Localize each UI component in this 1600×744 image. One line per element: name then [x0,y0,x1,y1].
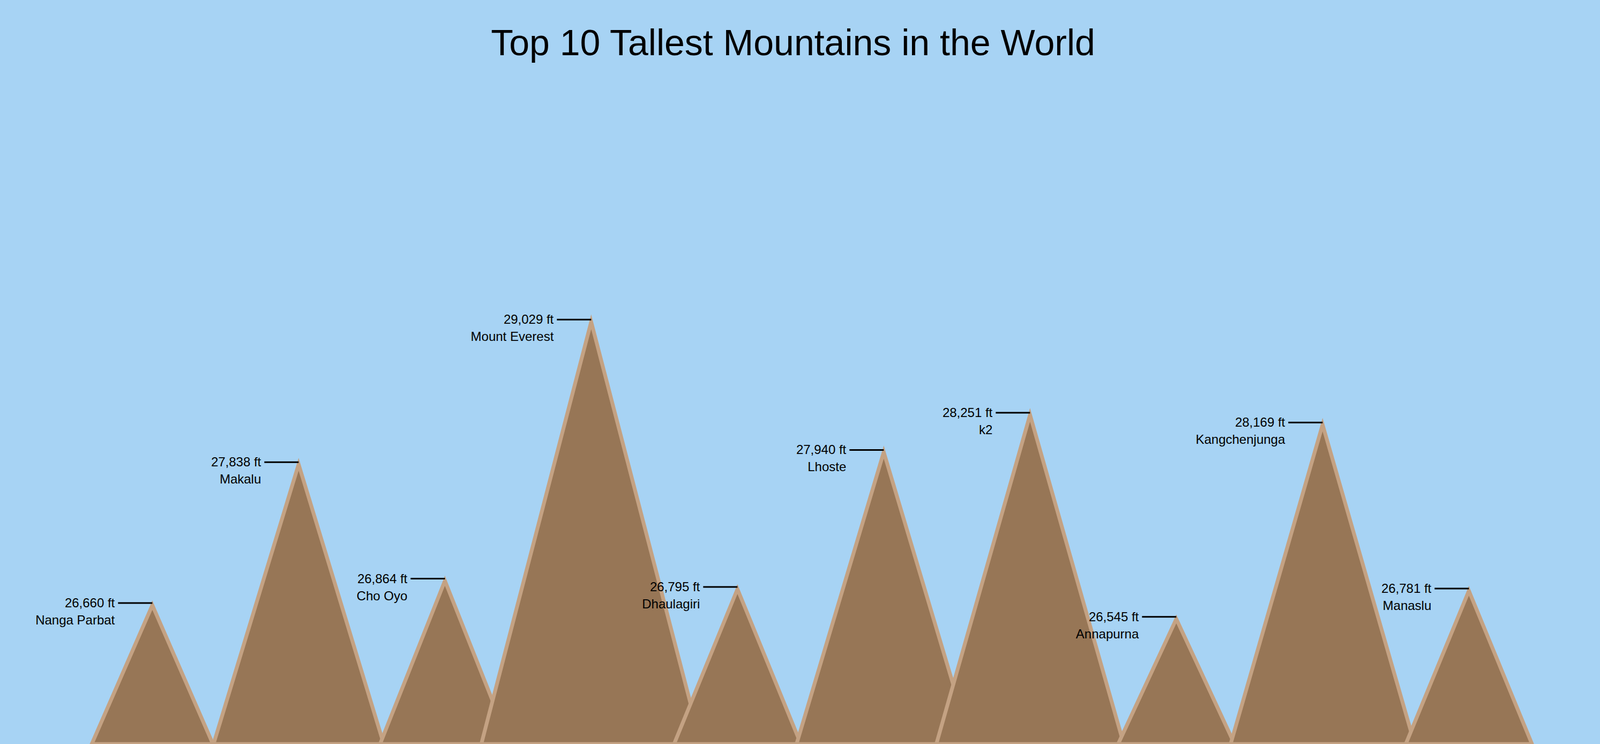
svg-text:26,545 ft: 26,545 ft [1088,609,1140,624]
svg-text:Mount Everest: Mount Everest [470,329,555,344]
svg-text:26,660 ft: 26,660 ft [64,595,116,610]
svg-text:Manaslu: Manaslu [1382,597,1432,613]
svg-text:28,251 ft: 28,251 ft [942,405,993,420]
html-text:Top 10 Tallest Mountains in th: Top 10 Tallest Mountains in the World [490,21,1096,63]
svg-text:Kangchenjunga: Kangchenjunga [1195,431,1285,447]
svg-text:28,169 ft: 28,169 ft [1235,414,1286,430]
svg-text:27,838 ft: 27,838 ft [211,454,262,469]
svg-text:Dhaulagiri: Dhaulagiri [641,596,700,611]
svg-text:26,781 ft: 26,781 ft [1381,580,1432,596]
svg-text:Lhoste: Lhoste [807,459,847,474]
svg-text:27,940 ft: 27,940 ft [796,442,847,457]
svg-text:Cho Oyo: Cho Oyo [356,588,408,603]
svg-text:Nanga Parbat: Nanga Parbat [35,612,115,627]
svg-text:Makalu: Makalu [219,471,261,487]
svg-text:29,029 ft: 29,029 ft [503,311,555,327]
svg-text:k2: k2 [978,422,993,437]
svg-text:26,795 ft: 26,795 ft [649,579,701,594]
svg-text:26,864 ft: 26,864 ft [357,571,408,586]
svg-text:Annapurna: Annapurna [1075,626,1140,641]
